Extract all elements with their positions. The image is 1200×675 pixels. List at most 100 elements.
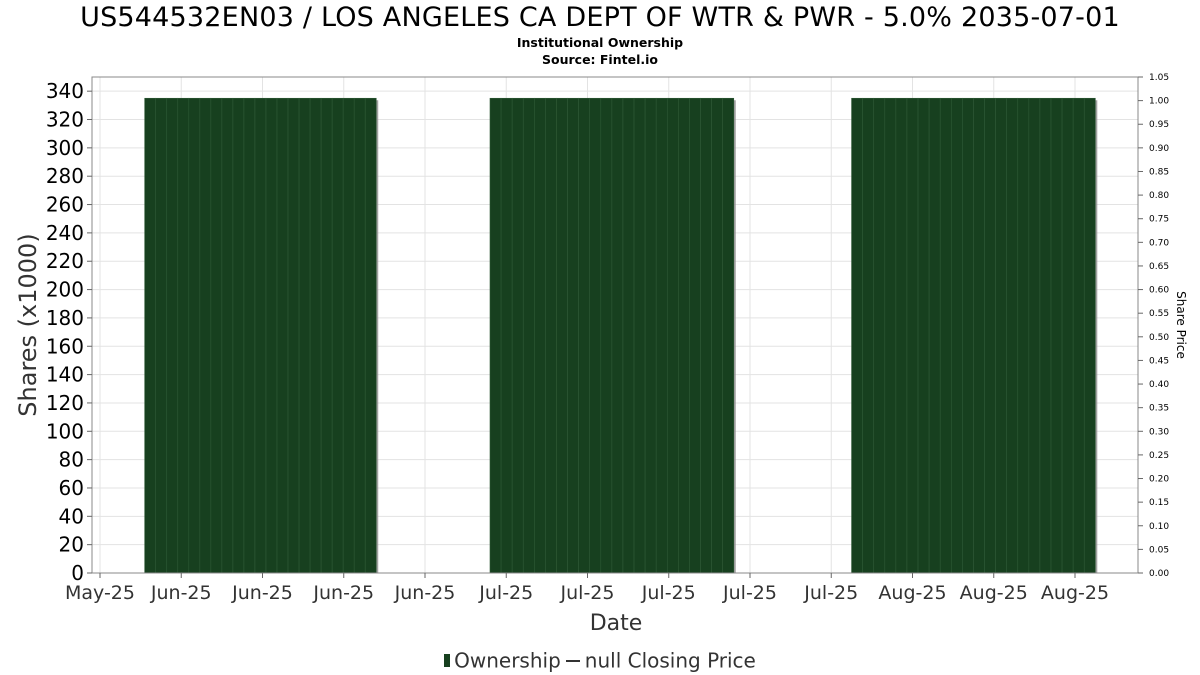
y-tick-label: 60: [59, 476, 84, 500]
chart-subtitle-ownership: Institutional Ownership: [516, 35, 684, 50]
ownership-bar: [884, 97, 897, 574]
ownership-bar: [928, 97, 941, 574]
legend: Ownership null Closing Price: [0, 647, 1200, 673]
ownership-bar: [700, 97, 712, 574]
x-tick-label: Aug-25: [960, 582, 1028, 604]
y2-tick-label: 0.90: [1149, 144, 1169, 154]
ownership-bar: [1039, 97, 1052, 574]
ownership-bar: [254, 97, 267, 574]
ownership-bar: [862, 97, 875, 574]
ownership-bar: [331, 97, 344, 574]
y2-tick-label: 0.20: [1149, 475, 1169, 485]
y2-tick-label: 0.85: [1149, 167, 1169, 177]
ownership-bar: [342, 97, 355, 574]
y-tick-label: 120: [46, 391, 84, 415]
ownership-bar: [511, 97, 524, 574]
y-tick-label: 340: [46, 79, 84, 103]
ownership-bar: [353, 97, 366, 574]
y-tick-label: 80: [59, 448, 84, 472]
ownership-bar: [287, 97, 300, 574]
ownership-bar: [1006, 97, 1019, 574]
x-tick-label: Jun-25: [150, 582, 212, 604]
y2-tick-label: 0.65: [1149, 262, 1169, 272]
ownership-bar: [851, 97, 863, 574]
y2-tick-label: 0.75: [1149, 215, 1169, 225]
x-tick-label: Aug-25: [878, 582, 946, 604]
chart-subtitle-source: Source: Fintel.io: [542, 52, 658, 67]
y-axis-label: Shares (x1000): [14, 233, 42, 416]
ownership-bar: [622, 97, 635, 574]
ownership-bar: [600, 97, 613, 574]
ownership-bar: [177, 97, 190, 574]
x-tick-label: Jul-25: [803, 582, 858, 604]
y2-tick-label: 0.10: [1149, 522, 1169, 532]
legend-swatch-ownership: [444, 654, 451, 667]
x-tick-label: Jul-25: [478, 582, 533, 604]
ownership-bar: [633, 97, 646, 574]
ownership-bar: [188, 97, 201, 574]
y-tick-label: 0: [71, 561, 84, 585]
x-tick-label: Jul-25: [722, 582, 777, 604]
y-tick-label: 180: [46, 306, 84, 330]
y2-tick-label: 1.05: [1149, 73, 1169, 83]
ownership-bar: [155, 97, 168, 574]
ownership-bar: [644, 97, 657, 574]
y-tick-label: 260: [46, 193, 84, 217]
y2-tick-label: 0.25: [1149, 451, 1169, 461]
y-axis-left: 0 20 40 60 80 100 120 140 160 180 200 220 240 260 280 3…: [46, 77, 93, 585]
ownership-bars: [144, 97, 1098, 574]
y2-tick-label: 0.40: [1149, 380, 1169, 390]
y-tick-label: 160: [46, 334, 84, 358]
ownership-bar: [489, 97, 502, 574]
y-tick-label: 320: [46, 108, 84, 132]
ownership-bar: [522, 97, 535, 574]
ownership-bar: [265, 97, 278, 574]
ownership-bar: [722, 97, 735, 574]
ownership-bar: [364, 97, 377, 574]
ownership-bar: [298, 97, 311, 574]
ownership-bar: [917, 97, 930, 574]
y2-tick-label: 0.00: [1149, 569, 1169, 579]
ownership-bar: [556, 97, 568, 574]
y2-tick-label: 0.95: [1149, 120, 1169, 130]
ownership-bar: [1061, 97, 1074, 574]
y-tick-label: 40: [59, 504, 84, 528]
ownership-bar: [611, 97, 624, 574]
ownership-bar: [962, 97, 974, 574]
ownership-bar: [995, 97, 1007, 574]
x-tick-label: Jun-25: [312, 582, 374, 604]
legend-swatch-closing-price: [565, 659, 580, 662]
y-tick-label: 240: [46, 221, 84, 245]
y-tick-label: 300: [46, 136, 84, 160]
x-tick-label: Jun-25: [231, 582, 293, 604]
y2-tick-label: 0.50: [1149, 333, 1169, 343]
ownership-bar: [567, 97, 579, 574]
x-axis: May-25 Jun-25 Jun-25 Jun-25 Jun-25 Jul-25 Jul-…: [65, 572, 1138, 604]
ownership-bar: [500, 97, 513, 574]
x-tick-label: Jul-25: [641, 582, 696, 604]
y2-tick-label: 0.45: [1149, 356, 1169, 366]
ownership-bar: [320, 97, 333, 574]
chart-title: US544532EN03 / LOS ANGELES CA DEPT OF WT…: [80, 2, 1120, 33]
ownership-bar: [578, 97, 591, 574]
ownership-bar: [545, 97, 557, 574]
y2-tick-label: 0.05: [1149, 545, 1169, 555]
ownership-bar: [166, 97, 179, 574]
ownership-bar: [950, 97, 963, 574]
ownership-bar: [711, 97, 723, 574]
ownership-bar: [243, 97, 256, 574]
ownership-bar: [906, 97, 919, 574]
ownership-bar: [276, 97, 289, 574]
ownership-bar: [309, 97, 322, 574]
ownership-bar: [1050, 97, 1063, 574]
ownership-bar: [534, 97, 546, 574]
x-tick-label: Aug-25: [1041, 582, 1109, 604]
ownership-bar: [1083, 97, 1096, 574]
ownership-bar: [144, 97, 157, 574]
ownership-bar: [589, 97, 602, 574]
y-tick-label: 280: [46, 164, 84, 188]
y2-tick-label: 0.55: [1149, 309, 1169, 319]
y2-tick-label: 0.70: [1149, 238, 1169, 248]
ownership-bar: [655, 97, 668, 574]
